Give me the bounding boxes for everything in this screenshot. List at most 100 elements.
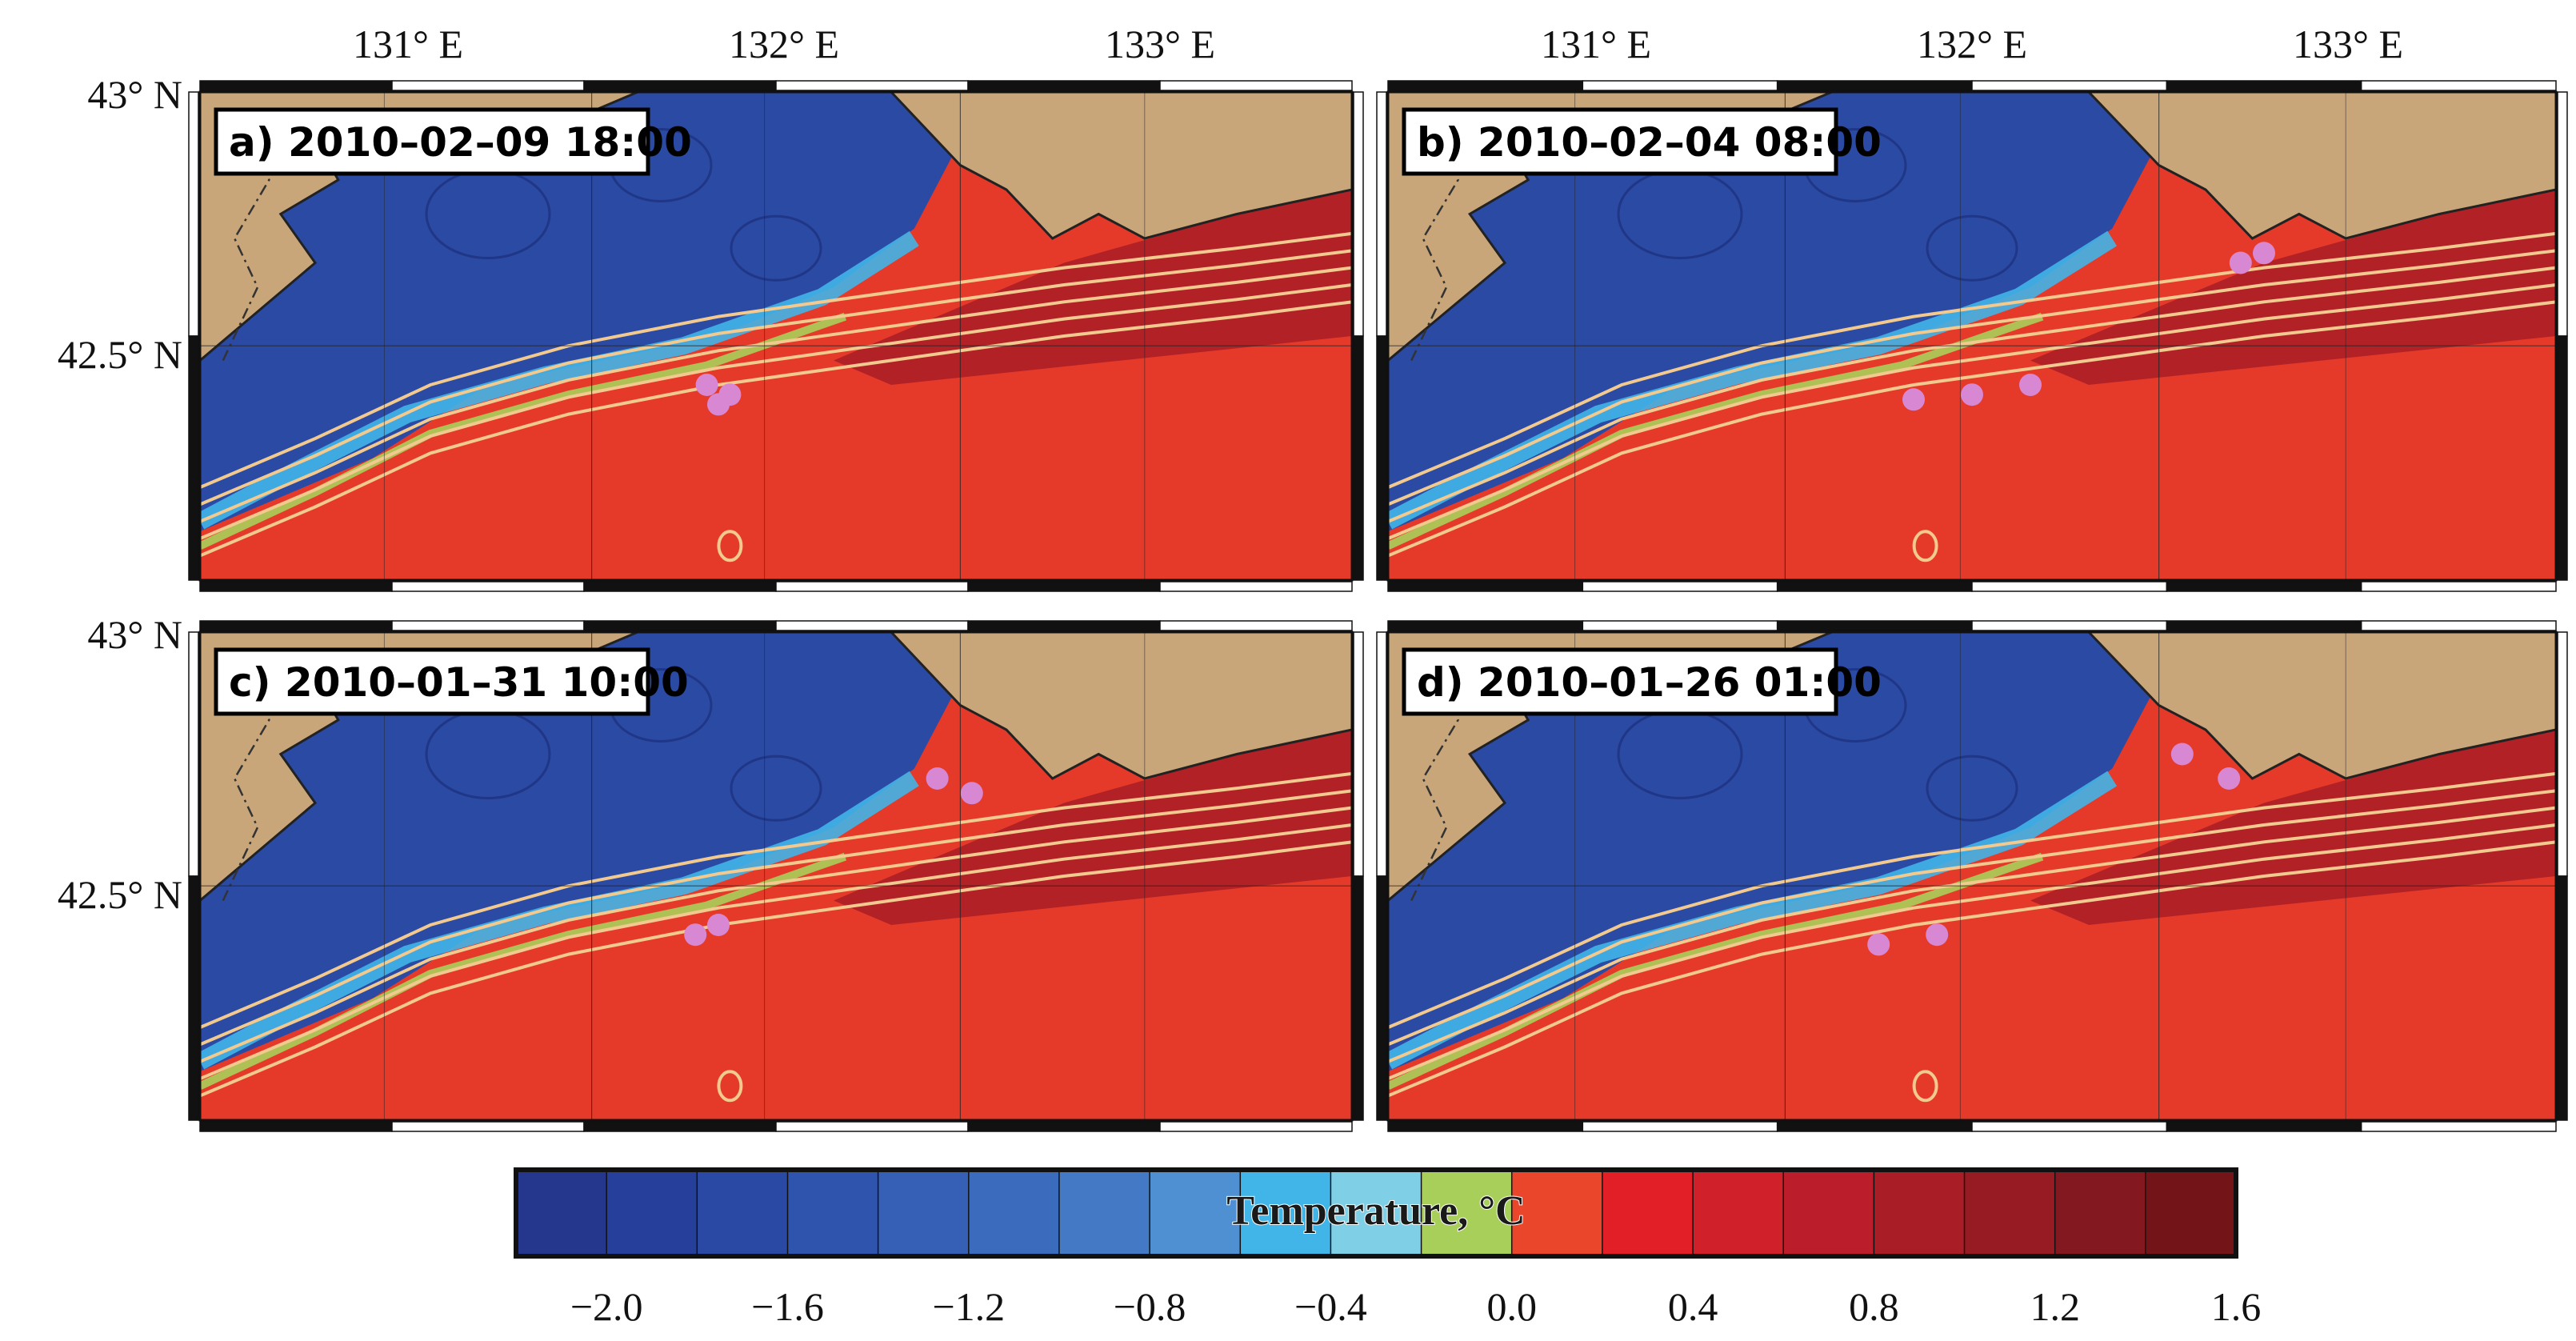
frame-segment	[2166, 620, 2362, 631]
colorbar-bin	[1964, 1170, 2056, 1256]
frame-segment	[1376, 631, 1387, 877]
panel-label-a: a) 2010–02–09 18:00	[214, 107, 692, 176]
panel-frame	[198, 630, 1354, 1122]
isotherm-contour	[1388, 840, 2556, 1098]
panel-frame	[1386, 90, 2558, 582]
colorbar-bin	[1240, 1170, 1332, 1256]
isotherm-contour	[1388, 823, 2556, 1081]
lat-label-43-top: 43° N	[87, 72, 182, 117]
frame-segment	[188, 335, 199, 581]
colorbar-bins	[515, 1170, 2237, 1256]
panel-a: a) 2010–02–09 18:00	[188, 80, 1364, 592]
isotherm-contour	[1388, 249, 2556, 506]
isotherm-contour	[1388, 300, 2556, 558]
isotherm-contour	[200, 806, 1352, 1063]
isotherm-contour	[1388, 266, 2556, 523]
frame-segment	[199, 1121, 393, 1132]
front-band-cyan	[200, 230, 919, 530]
panel-b: b) 2010–02–04 08:00	[1376, 80, 2568, 592]
panel-label-text: c) 2010–01–31 10:00	[229, 659, 689, 706]
frame-segment	[583, 581, 777, 592]
colorbar-tick-label: 1.6	[2211, 1284, 2262, 1329]
frame-segment	[1353, 335, 1364, 581]
frame-segment	[775, 80, 969, 91]
panel-label-text: b) 2010–02–04 08:00	[1417, 119, 1882, 166]
frame-segment	[391, 1121, 585, 1132]
frame-segment	[1582, 80, 1778, 91]
frame-segment	[2166, 1121, 2362, 1132]
frame-segment	[967, 1121, 1161, 1132]
frame-segment	[967, 80, 1161, 91]
frame-segment	[1971, 1121, 2168, 1132]
frame-segment	[1387, 80, 1584, 91]
frame-segment	[391, 80, 585, 91]
colorbar-bin	[1150, 1170, 1241, 1256]
colorbar-bin	[1602, 1170, 1694, 1256]
frame-segment	[775, 1121, 969, 1132]
frame-segment	[2360, 80, 2557, 91]
lon-label-131-left: 131° E	[353, 22, 463, 66]
front-band-green	[200, 852, 847, 1090]
tracer-particles	[684, 923, 707, 947]
isotherm-contour	[200, 789, 1352, 1047]
colorbar-bin	[1874, 1170, 1966, 1256]
colorbar-bin	[2054, 1170, 2146, 1256]
colorbar-tick-label: −1.6	[751, 1284, 824, 1329]
frame-segment	[583, 80, 777, 91]
frame-segment	[2166, 80, 2362, 91]
frame-segment	[1582, 620, 1778, 631]
colorbar-bin	[968, 1170, 1060, 1256]
lon-label-132-left: 132° E	[729, 22, 839, 66]
panel-label-box	[214, 107, 650, 176]
front-band-green	[1388, 852, 2044, 1090]
colorbar-bin	[1421, 1170, 1513, 1256]
frame-segment	[1776, 581, 1973, 592]
frame-segment	[188, 91, 199, 337]
colorbar-frame	[514, 1167, 2238, 1259]
latitude-labels-left: 43° N 42.5° N 43° N 42.5° N	[58, 72, 182, 917]
panel-frame	[1386, 630, 2558, 1122]
frame-segment	[1387, 620, 1584, 631]
colorbar-bin	[878, 1170, 970, 1256]
colorbar-tick-label: 1.2	[2030, 1284, 2080, 1329]
tracer-particles	[960, 782, 983, 805]
frame-segment	[2557, 631, 2568, 877]
frame-segment	[1353, 631, 1364, 877]
panel-label-box	[1402, 107, 1838, 176]
isotherm-contour	[1388, 789, 2556, 1047]
tracer-particles	[2218, 767, 2241, 790]
colorbar-bin	[1330, 1170, 1422, 1256]
frame-segment	[1387, 1121, 1584, 1132]
panel-label-text: d) 2010–01–26 01:00	[1417, 659, 1882, 706]
colorbar-tick-label: −2.0	[570, 1284, 643, 1329]
land-east	[2086, 632, 2556, 780]
colorbar-bin	[1511, 1170, 1603, 1256]
tracer-particles	[2229, 251, 2252, 274]
frame-segment	[1159, 80, 1353, 91]
lat-label-42.5-bottom: 42.5° N	[58, 872, 182, 917]
longitude-labels-top: 131° E 132° E 133° E 131° E 132° E 133° …	[353, 22, 2403, 66]
front-band-cyan	[1388, 771, 2118, 1070]
isotherm-contour	[200, 249, 1352, 506]
tracer-particles	[1902, 388, 1925, 411]
frame-segment	[2166, 581, 2362, 592]
land-east	[889, 92, 1352, 240]
lat-label-43-bottom: 43° N	[87, 612, 182, 657]
frame-segment	[199, 80, 393, 91]
frame-segment	[188, 875, 199, 1121]
front-band-cyan	[1388, 230, 2118, 530]
isotherm-loop	[717, 530, 743, 562]
frame-segment	[2360, 620, 2557, 631]
land-east	[2086, 92, 2556, 240]
frame-segment	[1971, 581, 2168, 592]
isotherm-contour	[200, 283, 1352, 540]
panel-c: c) 2010–01–31 10:00	[188, 620, 1364, 1132]
land-east	[889, 632, 1352, 780]
panel-label-b: b) 2010–02–04 08:00	[1402, 107, 1882, 176]
frame-segment	[1582, 581, 1778, 592]
eddy-contour	[1926, 214, 2018, 282]
frame-segment	[775, 581, 969, 592]
tracer-particles	[926, 767, 949, 790]
frame-segment	[1776, 1121, 1973, 1132]
